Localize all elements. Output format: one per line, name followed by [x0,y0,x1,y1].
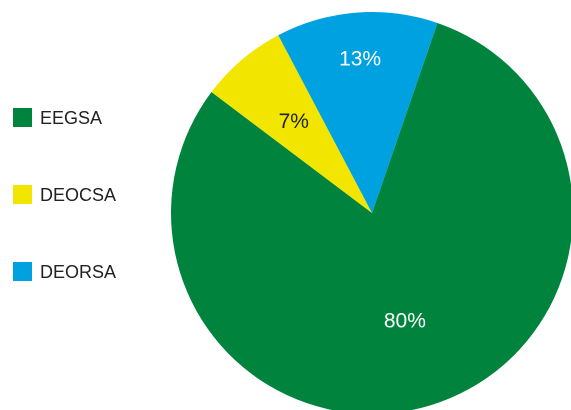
legend-label-deorsa: DEORSA [40,262,116,282]
legend: EEGSA DEOCSA DEORSA [13,108,116,282]
pie-slice-labels: 80% 7% 13% [279,48,426,333]
legend-swatch-eegsa [13,108,32,127]
legend-label-deocsa: DEOCSA [40,185,116,205]
legend-swatch-deocsa [13,185,32,204]
legend-label-eegsa: EEGSA [40,108,102,128]
pie-slices [171,12,571,410]
pie-slice-deocsa [211,35,372,214]
legend-swatch-deorsa [13,262,32,281]
slice-label-deocsa: 7% [279,110,309,133]
slice-label-deorsa: 13% [339,48,381,71]
pie-slice-eegsa [171,22,571,410]
slice-label-eegsa: 80% [384,310,426,333]
pie-slice-deorsa [278,12,438,214]
